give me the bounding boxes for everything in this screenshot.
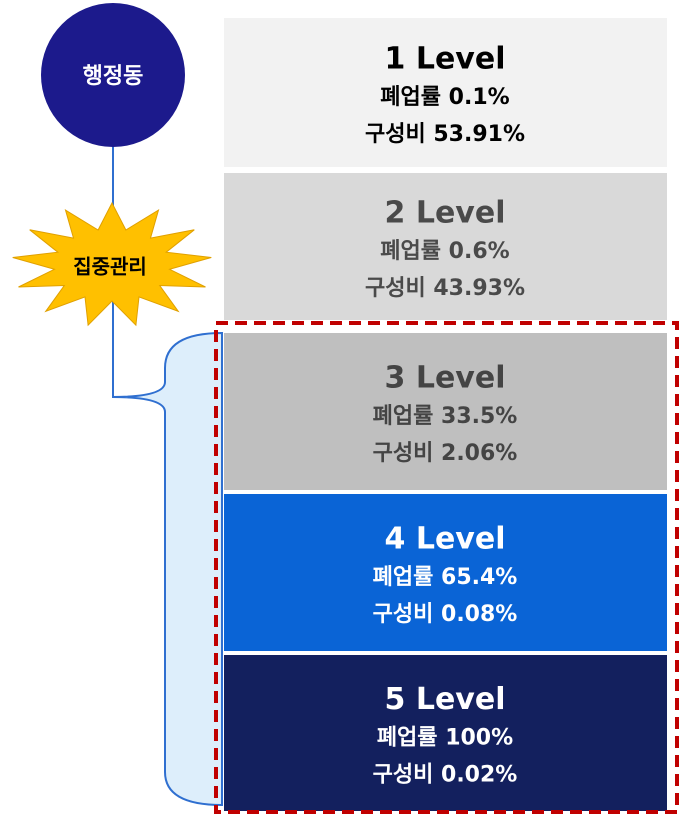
- level-title: 1 Level: [385, 42, 506, 77]
- badge-burst: [12, 201, 212, 327]
- level-box: [224, 333, 667, 490]
- level-closure-rate: 폐업률 0.6%: [380, 239, 509, 264]
- levels: 1 Level 폐업률 0.1% 구성비 53.91% 2 Level 폐업률 0.6%…: [224, 18, 667, 811]
- highlight-frame: [214, 321, 679, 814]
- level-box: [224, 655, 667, 811]
- level-box: [224, 173, 667, 320]
- root-label: 행정동: [83, 64, 144, 89]
- level-composition: 구성비 0.02%: [373, 763, 518, 788]
- level-composition: 구성비 0.08%: [373, 602, 518, 627]
- brace: [111, 331, 223, 807]
- level-box: [224, 18, 667, 167]
- level-closure-rate: 폐업률 33.5%: [373, 404, 518, 429]
- level-title: 5 Level: [385, 682, 506, 717]
- level-composition: 구성비 2.06%: [373, 441, 518, 466]
- level-composition: 구성비 53.91%: [365, 122, 525, 147]
- level-box: [224, 494, 667, 651]
- root-circle: [41, 3, 185, 147]
- level-title: 2 Level: [385, 196, 506, 231]
- level-composition: 구성비 43.93%: [365, 276, 525, 301]
- level-closure-rate: 폐업률 100%: [377, 726, 513, 751]
- level-closure-rate: 폐업률 65.4%: [373, 565, 518, 590]
- level-title: 4 Level: [385, 522, 506, 557]
- badge-label: 집중관리: [73, 255, 147, 279]
- level-title: 3 Level: [385, 361, 506, 396]
- level-closure-rate: 폐업률 0.1%: [380, 85, 509, 110]
